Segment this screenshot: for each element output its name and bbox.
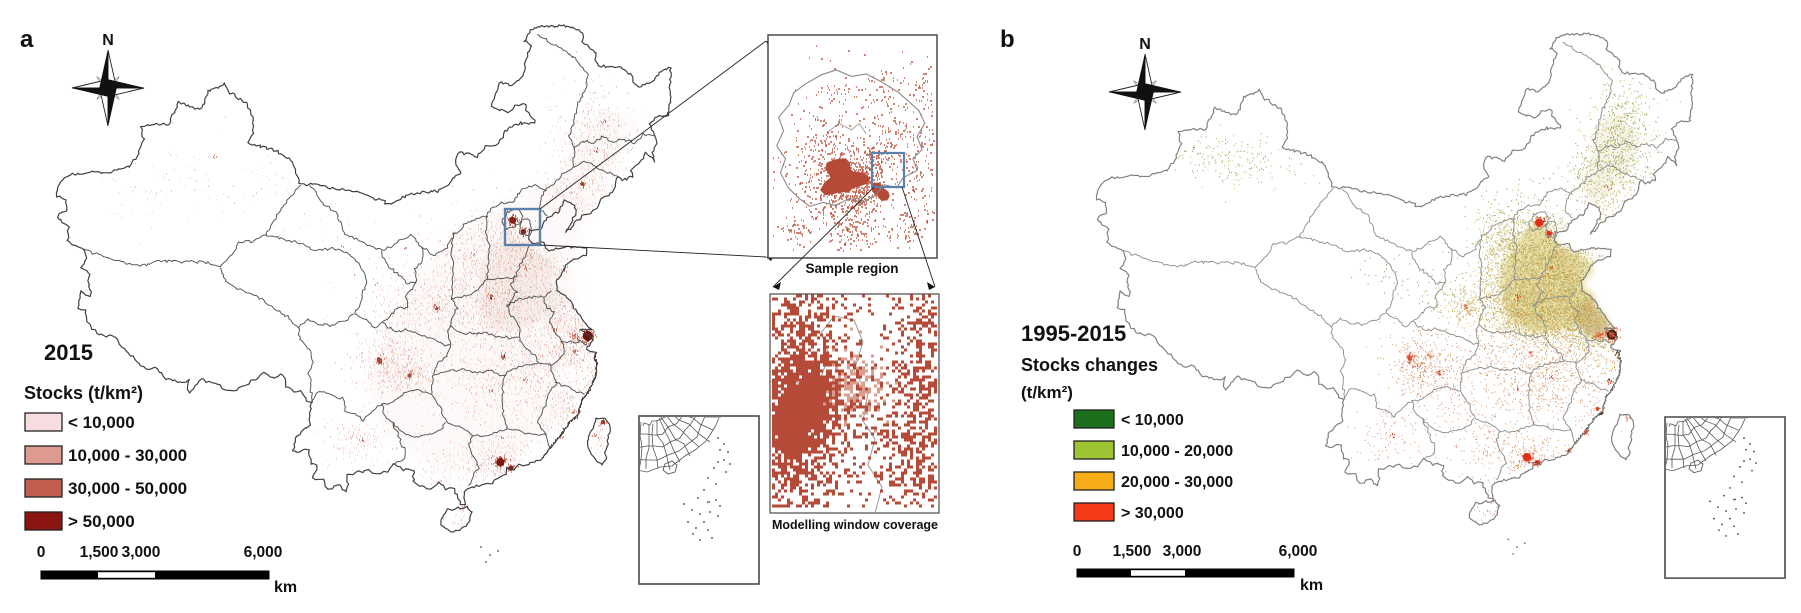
svg-text:Modelling window coverage: Modelling window coverage <box>772 518 938 532</box>
svg-text:N: N <box>1139 36 1151 53</box>
svg-text:km: km <box>1300 577 1323 594</box>
svg-text:< 10,000: < 10,000 <box>68 413 135 432</box>
svg-text:a: a <box>20 26 34 53</box>
svg-text:3,000: 3,000 <box>1163 543 1202 560</box>
svg-text:> 30,000: > 30,000 <box>1121 505 1184 522</box>
svg-text:km: km <box>274 579 297 596</box>
svg-text:Stocks changes: Stocks changes <box>1021 355 1158 375</box>
svg-text:N: N <box>102 32 114 49</box>
svg-text:1,500: 1,500 <box>80 544 119 561</box>
svg-text:0: 0 <box>37 544 46 561</box>
svg-text:10,000 - 30,000: 10,000 - 30,000 <box>68 446 187 465</box>
svg-text:1,500: 1,500 <box>1113 543 1152 560</box>
svg-text:(t/km²): (t/km²) <box>1021 383 1073 402</box>
svg-text:6,000: 6,000 <box>1279 543 1318 560</box>
svg-text:0: 0 <box>1073 543 1082 560</box>
svg-text:1995-2015: 1995-2015 <box>1021 321 1126 346</box>
svg-text:Sample region: Sample region <box>805 261 898 276</box>
svg-text:b: b <box>1000 26 1015 53</box>
svg-text:3,000: 3,000 <box>122 544 161 561</box>
svg-text:> 50,000: > 50,000 <box>68 512 135 531</box>
svg-text:20,000 - 30,000: 20,000 - 30,000 <box>1121 474 1233 491</box>
svg-text:6,000: 6,000 <box>244 544 283 561</box>
svg-text:30,000 - 50,000: 30,000 - 50,000 <box>68 479 187 498</box>
svg-text:< 10,000: < 10,000 <box>1121 412 1184 429</box>
svg-text:10,000 - 20,000: 10,000 - 20,000 <box>1121 443 1233 460</box>
svg-text:Stocks (t/km²): Stocks (t/km²) <box>24 383 143 403</box>
svg-text:2015: 2015 <box>44 340 93 365</box>
